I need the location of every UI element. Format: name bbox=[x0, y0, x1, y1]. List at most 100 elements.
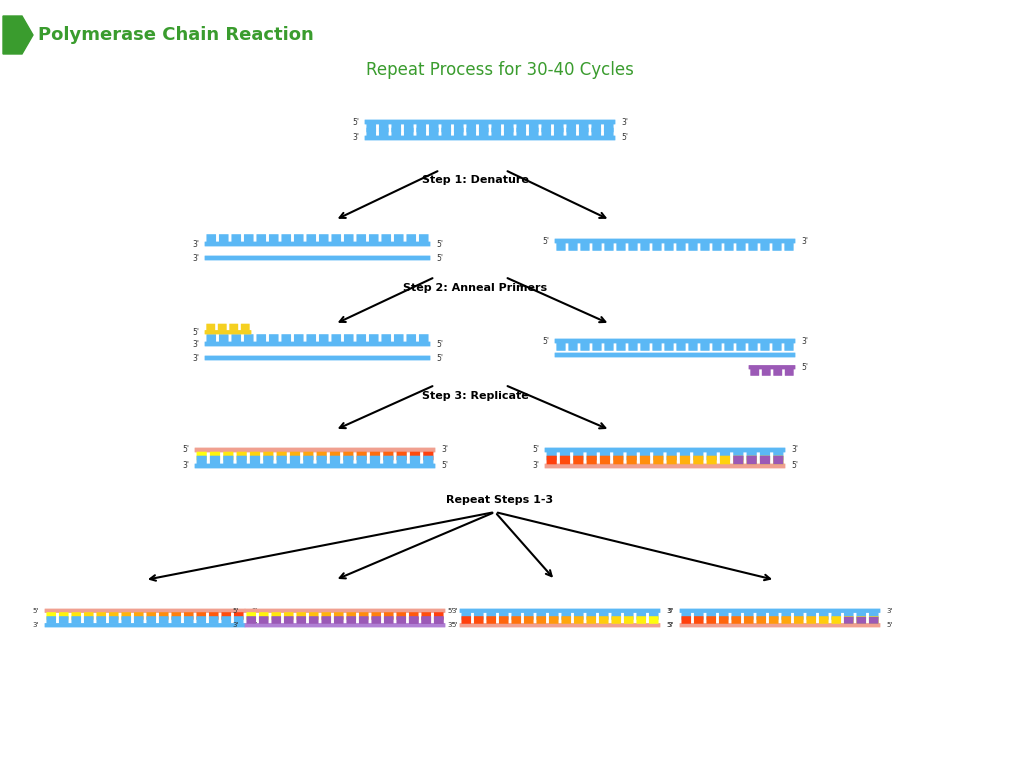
FancyBboxPatch shape bbox=[744, 616, 754, 624]
FancyBboxPatch shape bbox=[171, 612, 181, 620]
FancyBboxPatch shape bbox=[486, 616, 496, 624]
Text: 5': 5' bbox=[436, 353, 443, 362]
FancyBboxPatch shape bbox=[592, 243, 602, 251]
FancyBboxPatch shape bbox=[665, 243, 674, 251]
FancyBboxPatch shape bbox=[343, 452, 353, 460]
FancyBboxPatch shape bbox=[856, 612, 866, 620]
FancyBboxPatch shape bbox=[294, 334, 303, 343]
FancyBboxPatch shape bbox=[694, 612, 703, 620]
FancyBboxPatch shape bbox=[549, 616, 558, 624]
FancyBboxPatch shape bbox=[346, 612, 356, 620]
FancyBboxPatch shape bbox=[434, 617, 443, 624]
FancyBboxPatch shape bbox=[600, 452, 610, 460]
FancyBboxPatch shape bbox=[434, 616, 443, 624]
FancyBboxPatch shape bbox=[423, 452, 433, 460]
FancyBboxPatch shape bbox=[611, 616, 621, 624]
FancyBboxPatch shape bbox=[773, 452, 783, 460]
FancyBboxPatch shape bbox=[417, 124, 426, 132]
FancyBboxPatch shape bbox=[356, 334, 366, 343]
FancyBboxPatch shape bbox=[499, 616, 509, 624]
FancyBboxPatch shape bbox=[290, 455, 300, 465]
FancyBboxPatch shape bbox=[45, 608, 246, 613]
FancyBboxPatch shape bbox=[713, 343, 722, 351]
FancyBboxPatch shape bbox=[370, 455, 380, 465]
FancyBboxPatch shape bbox=[760, 452, 770, 460]
FancyBboxPatch shape bbox=[652, 343, 662, 351]
FancyBboxPatch shape bbox=[749, 243, 758, 251]
FancyBboxPatch shape bbox=[441, 127, 451, 136]
FancyBboxPatch shape bbox=[419, 234, 429, 242]
Text: 5': 5' bbox=[447, 607, 454, 614]
FancyBboxPatch shape bbox=[573, 612, 584, 620]
FancyBboxPatch shape bbox=[306, 334, 316, 343]
FancyBboxPatch shape bbox=[197, 612, 206, 620]
Text: 5': 5' bbox=[666, 622, 672, 628]
FancyBboxPatch shape bbox=[611, 612, 621, 620]
FancyBboxPatch shape bbox=[545, 464, 785, 468]
FancyBboxPatch shape bbox=[566, 127, 577, 136]
FancyBboxPatch shape bbox=[382, 334, 391, 343]
FancyBboxPatch shape bbox=[733, 455, 743, 465]
FancyBboxPatch shape bbox=[869, 616, 879, 624]
FancyBboxPatch shape bbox=[434, 612, 443, 620]
FancyBboxPatch shape bbox=[681, 612, 691, 620]
FancyBboxPatch shape bbox=[616, 243, 626, 251]
FancyBboxPatch shape bbox=[46, 616, 56, 624]
FancyBboxPatch shape bbox=[561, 616, 571, 624]
Text: 5': 5' bbox=[886, 622, 892, 628]
FancyBboxPatch shape bbox=[209, 612, 218, 620]
FancyBboxPatch shape bbox=[233, 616, 244, 624]
FancyBboxPatch shape bbox=[807, 612, 816, 620]
FancyBboxPatch shape bbox=[707, 455, 717, 465]
Text: Step 2: Anneal Primers: Step 2: Anneal Primers bbox=[402, 283, 547, 293]
Text: 3': 3' bbox=[182, 462, 189, 471]
FancyBboxPatch shape bbox=[524, 612, 534, 620]
FancyBboxPatch shape bbox=[244, 334, 254, 343]
FancyBboxPatch shape bbox=[757, 616, 766, 624]
FancyBboxPatch shape bbox=[560, 455, 570, 465]
Text: 5': 5' bbox=[436, 339, 443, 349]
Text: 5': 5' bbox=[441, 462, 447, 471]
Text: 3': 3' bbox=[801, 336, 808, 346]
FancyBboxPatch shape bbox=[542, 127, 551, 136]
FancyBboxPatch shape bbox=[205, 330, 252, 334]
FancyBboxPatch shape bbox=[247, 612, 256, 620]
FancyBboxPatch shape bbox=[462, 612, 471, 620]
FancyBboxPatch shape bbox=[45, 623, 246, 627]
Text: 5': 5' bbox=[232, 607, 239, 614]
FancyBboxPatch shape bbox=[707, 616, 716, 624]
FancyBboxPatch shape bbox=[652, 243, 662, 251]
FancyBboxPatch shape bbox=[318, 234, 329, 242]
FancyBboxPatch shape bbox=[210, 455, 220, 465]
FancyBboxPatch shape bbox=[794, 612, 804, 620]
FancyBboxPatch shape bbox=[409, 612, 419, 620]
FancyBboxPatch shape bbox=[332, 234, 341, 242]
FancyBboxPatch shape bbox=[365, 120, 615, 124]
FancyBboxPatch shape bbox=[700, 343, 710, 351]
FancyBboxPatch shape bbox=[322, 616, 331, 624]
FancyBboxPatch shape bbox=[744, 612, 754, 620]
FancyBboxPatch shape bbox=[372, 616, 381, 624]
Text: 3': 3' bbox=[666, 607, 673, 614]
Text: 5': 5' bbox=[542, 237, 549, 246]
FancyBboxPatch shape bbox=[720, 452, 730, 460]
FancyBboxPatch shape bbox=[322, 612, 331, 620]
FancyBboxPatch shape bbox=[344, 234, 353, 242]
FancyBboxPatch shape bbox=[383, 452, 393, 460]
FancyBboxPatch shape bbox=[560, 452, 570, 460]
FancyBboxPatch shape bbox=[599, 616, 608, 624]
FancyBboxPatch shape bbox=[72, 616, 81, 624]
FancyBboxPatch shape bbox=[134, 612, 143, 620]
FancyBboxPatch shape bbox=[318, 334, 329, 343]
Text: 5': 5' bbox=[532, 445, 539, 455]
Text: Polymerase Chain Reaction: Polymerase Chain Reaction bbox=[38, 26, 313, 44]
FancyBboxPatch shape bbox=[604, 124, 613, 132]
Text: 3': 3' bbox=[668, 622, 674, 628]
FancyBboxPatch shape bbox=[581, 243, 590, 251]
FancyBboxPatch shape bbox=[237, 452, 247, 460]
FancyBboxPatch shape bbox=[511, 616, 521, 624]
FancyBboxPatch shape bbox=[460, 608, 660, 613]
FancyBboxPatch shape bbox=[719, 612, 728, 620]
FancyBboxPatch shape bbox=[218, 323, 226, 331]
FancyBboxPatch shape bbox=[693, 452, 703, 460]
